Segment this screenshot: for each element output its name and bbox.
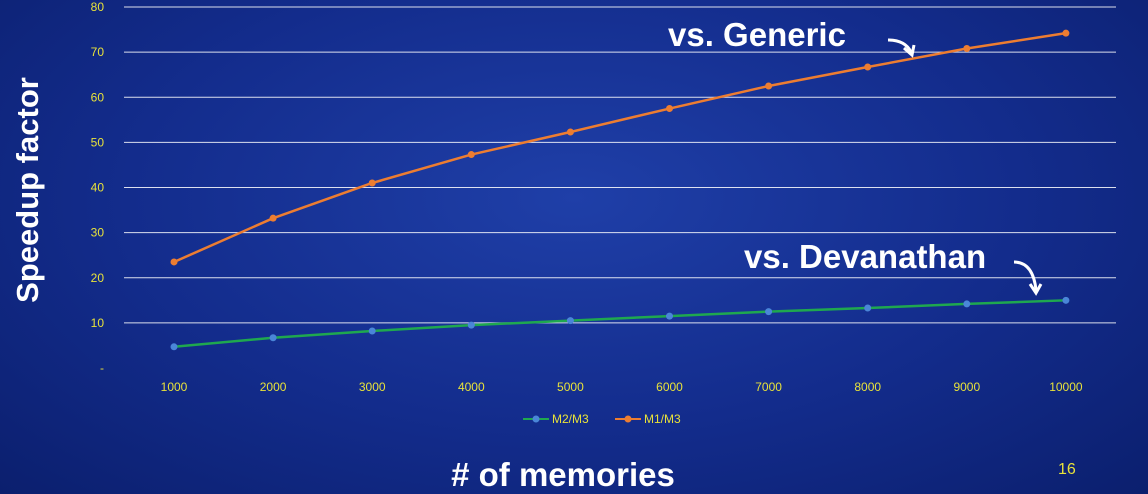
x-tick-label: 10000 (1049, 380, 1083, 394)
generic-arrow-head (903, 44, 916, 58)
x-tick-label: 9000 (953, 380, 980, 394)
y-tick-label: 70 (91, 45, 105, 59)
y-tick-label: 10 (91, 316, 105, 330)
series-lines (170, 29, 1070, 351)
data-point-m1m3 (368, 179, 376, 187)
annotation-generic: vs. Generic (668, 16, 846, 53)
y-tick-label: 50 (91, 135, 105, 149)
devanathan-arrow-head (1028, 283, 1043, 296)
x-tick-label: 4000 (458, 380, 485, 394)
x-tick-label: 6000 (656, 380, 683, 394)
y-tick-label: 80 (91, 0, 105, 14)
legend-m1m3-label: M1/M3 (644, 412, 681, 426)
y-tick-label: 20 (91, 271, 105, 285)
generic-arrow (887, 38, 913, 53)
page-number: 16 (1058, 461, 1076, 478)
data-point-m2m3 (368, 327, 376, 335)
legend-m2m3-label: M2/M3 (552, 412, 589, 426)
annotation-devanathan: vs. Devanathan (744, 238, 986, 275)
x-tick-label: 5000 (557, 380, 584, 394)
y-tick-label: 30 (91, 226, 105, 240)
y-tick-label: 60 (91, 90, 105, 104)
data-point-m2m3 (963, 300, 971, 308)
y-tick-label: - (100, 361, 104, 375)
y-tick-label: 40 (91, 181, 105, 195)
data-point-m1m3 (170, 258, 178, 266)
legend-m2m3-marker (532, 415, 540, 423)
devanathan-arrow (1013, 260, 1038, 291)
data-point-m2m3 (1062, 296, 1070, 304)
series-line-m2m3 (173, 299, 1066, 349)
data-point-m1m3 (467, 151, 475, 159)
x-tick-label: 7000 (755, 380, 782, 394)
data-point-m2m3 (864, 304, 872, 312)
data-point-m2m3 (566, 317, 574, 325)
data-point-m1m3 (269, 214, 277, 222)
x-tick-label: 8000 (854, 380, 881, 394)
legend: M2/M3 M1/M3 (523, 412, 681, 426)
data-point-m2m3 (467, 321, 475, 329)
x-tick-label: 2000 (260, 380, 287, 394)
data-point-m1m3 (765, 82, 773, 90)
data-point-m1m3 (666, 105, 673, 113)
data-point-m2m3 (269, 334, 277, 342)
data-point-m2m3 (765, 308, 773, 316)
data-point-m2m3 (170, 343, 178, 351)
x-tick-label: 1000 (161, 380, 188, 394)
data-point-m1m3 (1062, 29, 1070, 37)
y-axis-title: Speedup factor (10, 77, 45, 303)
data-point-m2m3 (666, 312, 673, 320)
x-tick-label: 3000 (359, 380, 386, 394)
data-point-m1m3 (566, 128, 574, 136)
data-point-m1m3 (864, 63, 872, 71)
y-tick-labels: - 10 20 30 40 50 60 70 80 (91, 0, 105, 375)
data-point-m1m3 (963, 45, 971, 53)
gridlines (124, 6, 1116, 324)
x-axis-title: # of memories (451, 456, 675, 493)
x-tick-labels: 1000 2000 3000 4000 5000 6000 7000 8000 9000 1000… (161, 380, 1083, 394)
legend-m1m3-marker (624, 415, 632, 423)
series-line-m1m3 (173, 31, 1067, 264)
